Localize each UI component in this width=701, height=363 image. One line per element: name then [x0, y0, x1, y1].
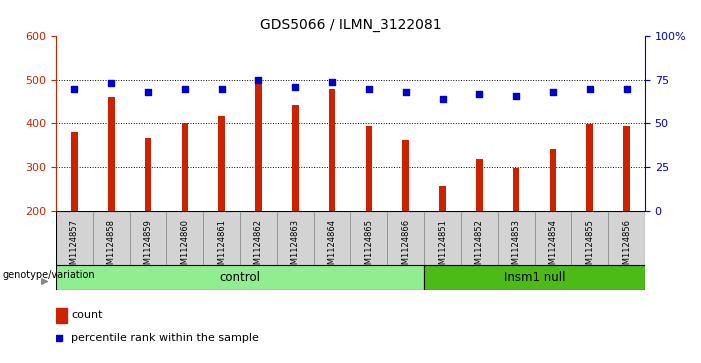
- Text: GSM1124853: GSM1124853: [512, 219, 521, 275]
- Bar: [130, 211, 166, 265]
- Bar: [219, 115, 225, 211]
- Text: GSM1124863: GSM1124863: [291, 219, 300, 275]
- Point: [621, 86, 632, 91]
- Bar: [292, 105, 299, 211]
- Bar: [402, 140, 409, 211]
- Point: [510, 93, 522, 98]
- Bar: [56, 211, 93, 265]
- Text: control: control: [219, 271, 261, 284]
- Point: [400, 89, 411, 95]
- Point: [179, 86, 191, 91]
- Text: GSM1124859: GSM1124859: [144, 219, 153, 274]
- Text: GSM1124856: GSM1124856: [622, 219, 631, 275]
- Bar: [145, 138, 151, 211]
- Bar: [623, 126, 629, 211]
- Bar: [424, 265, 645, 290]
- Text: genotype/variation: genotype/variation: [3, 270, 95, 280]
- Point: [327, 79, 338, 85]
- Text: GSM1124861: GSM1124861: [217, 219, 226, 275]
- Bar: [534, 211, 571, 265]
- Text: GSM1124864: GSM1124864: [327, 219, 336, 275]
- Text: Insm1 null: Insm1 null: [504, 271, 565, 284]
- Text: GSM1124865: GSM1124865: [365, 219, 374, 275]
- Bar: [440, 186, 446, 211]
- Bar: [182, 123, 188, 211]
- Point: [584, 86, 595, 91]
- Bar: [240, 211, 277, 265]
- Bar: [56, 265, 424, 290]
- Text: GSM1124860: GSM1124860: [180, 219, 189, 275]
- Text: GSM1124858: GSM1124858: [107, 219, 116, 275]
- Bar: [255, 77, 261, 211]
- Bar: [424, 211, 461, 265]
- Text: GSM1124866: GSM1124866: [401, 219, 410, 275]
- Text: GSM1124857: GSM1124857: [70, 219, 79, 275]
- Title: GDS5066 / ILMN_3122081: GDS5066 / ILMN_3122081: [259, 19, 442, 33]
- Text: GSM1124851: GSM1124851: [438, 219, 447, 274]
- Point: [437, 96, 448, 102]
- Text: count: count: [72, 310, 103, 321]
- Bar: [387, 211, 424, 265]
- Bar: [329, 89, 335, 211]
- Point: [216, 86, 227, 91]
- Bar: [550, 149, 556, 211]
- Bar: [108, 97, 114, 211]
- Point: [363, 86, 374, 91]
- Bar: [350, 211, 387, 265]
- Bar: [93, 211, 130, 265]
- Point: [106, 81, 117, 86]
- Bar: [513, 168, 519, 211]
- Point: [474, 91, 485, 97]
- Text: GSM1124852: GSM1124852: [475, 219, 484, 274]
- Text: percentile rank within the sample: percentile rank within the sample: [72, 333, 259, 343]
- Bar: [277, 211, 314, 265]
- Bar: [608, 211, 645, 265]
- Bar: [314, 211, 350, 265]
- Bar: [498, 211, 534, 265]
- Bar: [366, 126, 372, 211]
- Bar: [72, 132, 78, 211]
- Bar: [56, 308, 67, 322]
- Text: GSM1124862: GSM1124862: [254, 219, 263, 275]
- Point: [142, 89, 154, 95]
- Point: [253, 77, 264, 83]
- Bar: [476, 159, 482, 211]
- Bar: [587, 124, 593, 211]
- Point: [69, 86, 80, 91]
- Point: [53, 335, 64, 341]
- Bar: [461, 211, 498, 265]
- Bar: [571, 211, 608, 265]
- Point: [547, 89, 559, 95]
- Point: [290, 84, 301, 90]
- Text: GSM1124854: GSM1124854: [548, 219, 557, 274]
- Bar: [203, 211, 240, 265]
- Bar: [167, 211, 203, 265]
- Text: GSM1124855: GSM1124855: [585, 219, 594, 274]
